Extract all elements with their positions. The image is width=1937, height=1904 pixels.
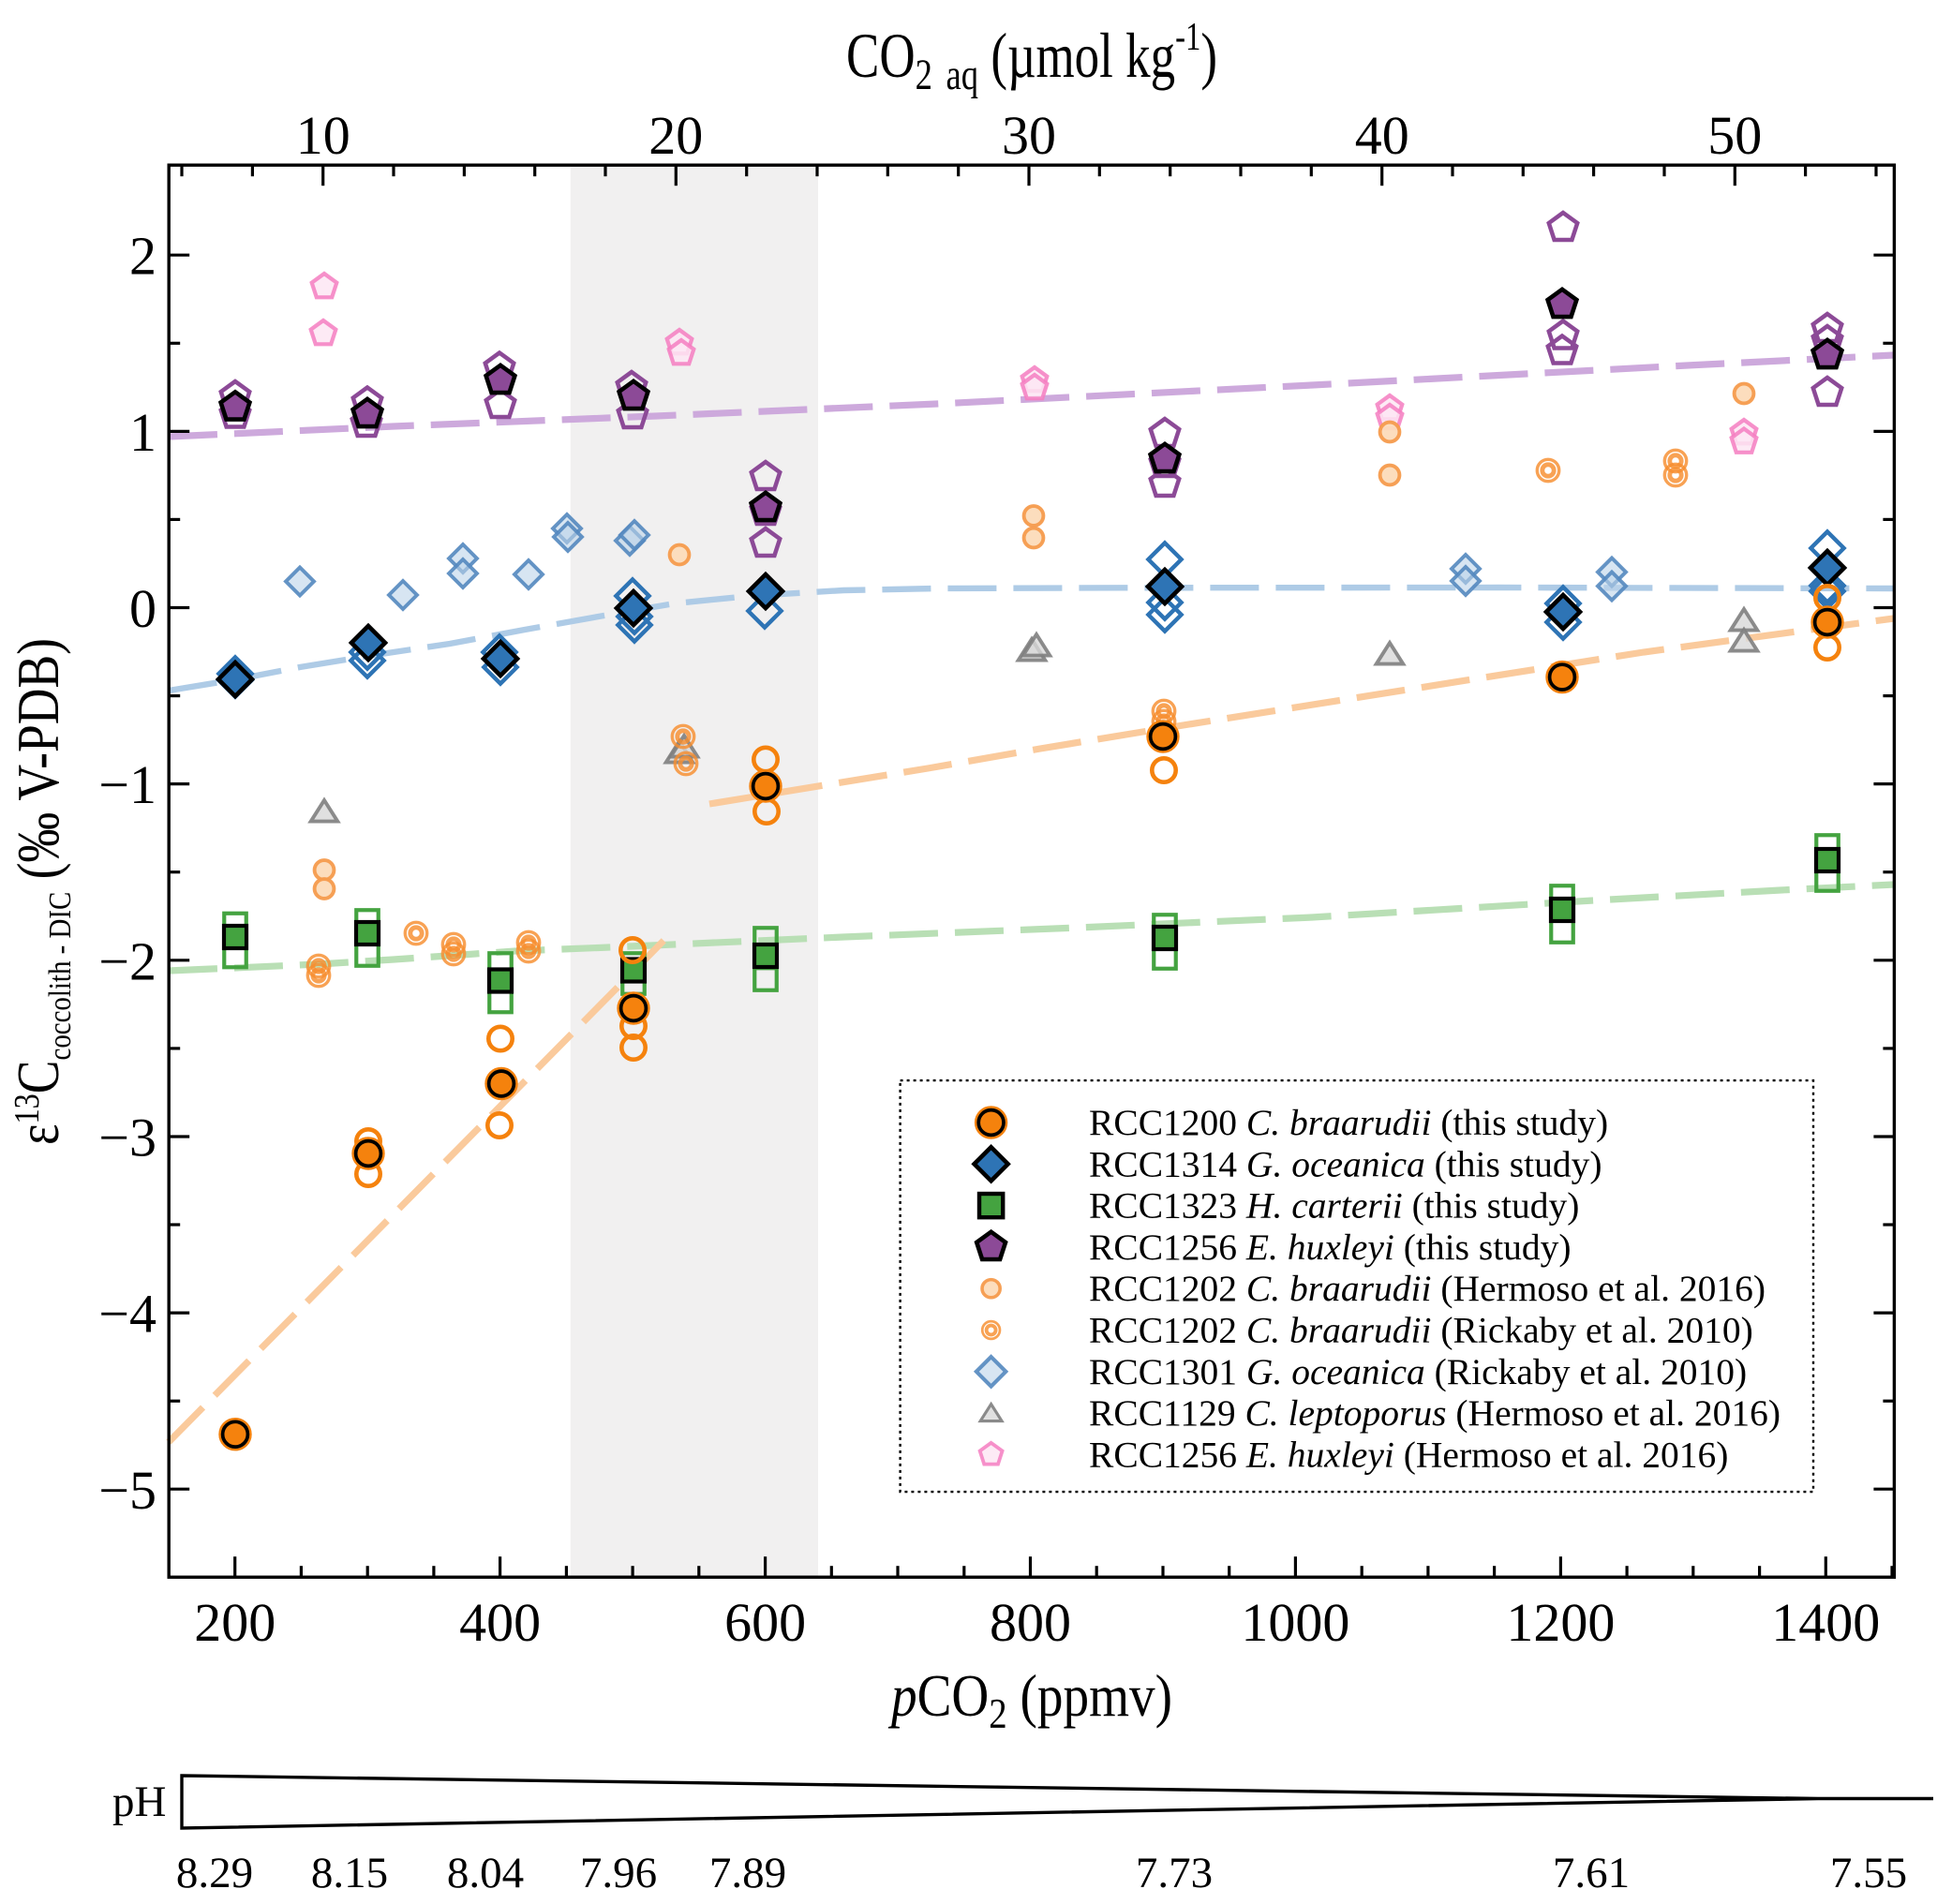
svg-text:7.89: 7.89: [709, 1849, 786, 1897]
svg-text:8.04: 8.04: [447, 1849, 524, 1897]
svg-text:1000: 1000: [1241, 1592, 1349, 1653]
svg-text:RCC1256 E. huxleyi (this study: RCC1256 E. huxleyi (this study): [1089, 1227, 1572, 1268]
svg-text:−3: −3: [98, 1108, 156, 1168]
svg-text:20: 20: [648, 105, 703, 166]
svg-text:1200: 1200: [1506, 1592, 1615, 1653]
svg-text:RCC1256 E. huxleyi (Hermoso et: RCC1256 E. huxleyi (Hermoso et al. 2016): [1089, 1434, 1728, 1475]
svg-text:−2: −2: [98, 930, 156, 991]
svg-text:1: 1: [129, 402, 156, 463]
svg-text:1400: 1400: [1771, 1592, 1880, 1653]
svg-text:RCC1323 H. carterii (this stud: RCC1323 H. carterii (this study): [1089, 1185, 1579, 1227]
svg-text:RCC1129 C. leptoporus (Hermoso: RCC1129 C. leptoporus (Hermoso et al. 20…: [1089, 1392, 1781, 1434]
svg-text:−5: −5: [98, 1460, 156, 1521]
svg-text:8.15: 8.15: [311, 1849, 388, 1897]
svg-text:pH: pH: [112, 1778, 166, 1826]
svg-text:800: 800: [990, 1592, 1071, 1653]
svg-text:600: 600: [724, 1592, 806, 1653]
svg-text:0: 0: [129, 578, 156, 639]
svg-text:RCC1314 G. oceanica (this stud: RCC1314 G. oceanica (this study): [1089, 1143, 1602, 1184]
svg-text:RCC1202 C. braarudii (Hermoso: RCC1202 C. braarudii (Hermoso et al. 201…: [1089, 1268, 1766, 1309]
svg-text:30: 30: [1002, 105, 1056, 166]
svg-text:7.73: 7.73: [1136, 1849, 1213, 1897]
svg-text:RCC1202 C. braarudii (Rickaby: RCC1202 C. braarudii (Rickaby et al. 201…: [1089, 1310, 1753, 1351]
svg-text:200: 200: [194, 1592, 276, 1653]
svg-text:7.55: 7.55: [1830, 1849, 1907, 1897]
svg-text:ε13Ccoccolith - DIC (‰ V-PDB): ε13Ccoccolith - DIC (‰ V-PDB): [6, 638, 78, 1145]
svg-text:2: 2: [129, 226, 156, 287]
svg-text:400: 400: [459, 1592, 541, 1653]
svg-text:7.61: 7.61: [1553, 1849, 1630, 1897]
svg-text:40: 40: [1355, 105, 1409, 166]
svg-text:RCC1301 G. oceanica (Rickaby e: RCC1301 G. oceanica (Rickaby et al. 2010…: [1089, 1351, 1747, 1392]
svg-text:10: 10: [296, 105, 350, 166]
svg-text:−1: −1: [98, 754, 156, 815]
svg-text:8.29: 8.29: [176, 1849, 253, 1897]
svg-text:CO2 aq (µmol kg-1): CO2 aq (µmol kg-1): [846, 16, 1217, 99]
svg-text:−4: −4: [98, 1284, 156, 1345]
svg-text:RCC1200 C. braarudii (this stu: RCC1200 C. braarudii (this study): [1089, 1102, 1608, 1143]
svg-text:pCO2 (ppmv): pCO2 (ppmv): [888, 1662, 1172, 1737]
svg-text:7.96: 7.96: [580, 1849, 657, 1897]
svg-text:50: 50: [1707, 105, 1762, 166]
